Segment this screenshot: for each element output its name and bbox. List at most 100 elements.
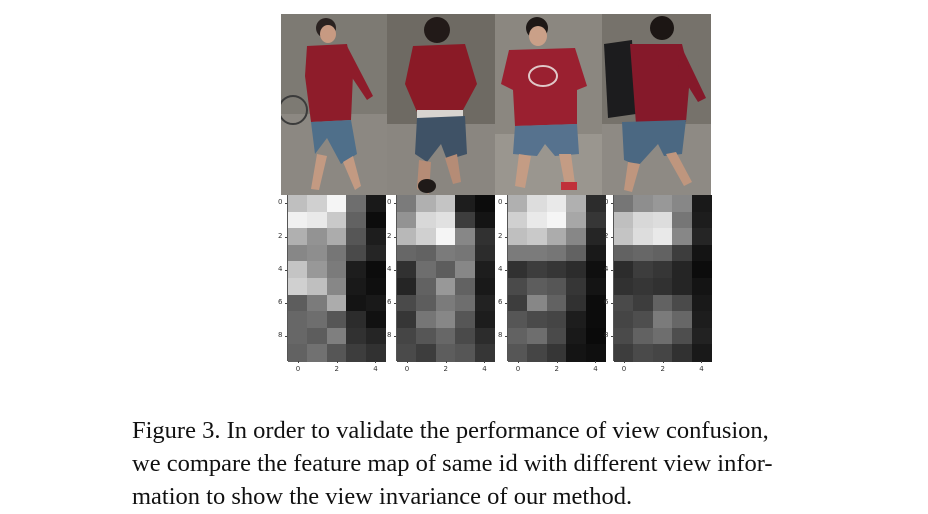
heatmap-cell (672, 261, 693, 279)
heatmap-cell (546, 327, 567, 345)
heatmap-cell (527, 278, 548, 296)
heatmap-cell (508, 311, 528, 329)
heatmap-cell (416, 211, 437, 229)
heatmap-cell (585, 195, 606, 213)
y-tick-mark (505, 203, 507, 205)
heatmap-cell (614, 327, 634, 345)
x-tick-label: 4 (699, 365, 704, 373)
heatmap-cell (672, 294, 693, 312)
heatmap-cell (346, 311, 367, 329)
feature-map-4 (614, 195, 712, 362)
x-tick-mark (701, 361, 703, 363)
y-tick-label: 4 (278, 264, 283, 273)
heatmap-cell (397, 278, 417, 296)
feature-map-3 (508, 195, 606, 362)
heatmap-cell (397, 228, 417, 246)
heatmap-cell (691, 244, 712, 262)
heatmap-cell (527, 311, 548, 329)
heatmap-cell (585, 244, 606, 262)
x-tick-mark (595, 361, 597, 363)
heatmap-cell (614, 344, 634, 362)
heatmap-cell (288, 195, 308, 213)
heatmap-cell (365, 228, 386, 246)
heatmap-cell (435, 327, 456, 345)
heatmap-cell (508, 278, 528, 296)
heatmap-cell (566, 311, 587, 329)
heatmap-cell (614, 195, 634, 213)
y-tick-mark (285, 236, 287, 238)
heatmap-cell (435, 195, 456, 213)
y-tick-mark (285, 269, 287, 271)
heatmap-cell (365, 278, 386, 296)
y-tick-label: 0 (604, 198, 609, 207)
y-tick-label: 6 (498, 297, 503, 306)
heatmap-cell (652, 278, 673, 296)
y-tick-label: 8 (278, 331, 283, 340)
heatmap-cell (633, 244, 654, 262)
heatmap-cell (585, 311, 606, 329)
y-tick-mark (394, 269, 396, 271)
heatmap-cell (307, 261, 328, 279)
caption-line-3: mation to show the view invariance of ou… (132, 483, 633, 510)
heatmap-cell (288, 278, 308, 296)
heatmap-cell (435, 278, 456, 296)
x-tick-label: 0 (515, 365, 521, 373)
heatmap-cell (691, 211, 712, 229)
y-tick-label: 8 (604, 331, 609, 340)
x-tick-label: 0 (404, 365, 410, 373)
heatmap-cell (397, 344, 417, 362)
heatmap-cell (614, 261, 634, 279)
heatmap-cell (566, 278, 587, 296)
heatmap-cell (435, 211, 456, 229)
y-tick-mark (394, 302, 396, 304)
heatmap-cell (326, 211, 347, 229)
x-tick-mark (517, 361, 519, 363)
heatmap-cell (614, 228, 634, 246)
caption-line-2: we compare the feature map of same id wi… (132, 450, 773, 477)
heatmap-cell (307, 195, 328, 213)
y-tick-label: 6 (278, 297, 283, 306)
heatmap-cell (585, 278, 606, 296)
heatmap-cell (527, 195, 548, 213)
heatmap-cell (455, 278, 476, 296)
heatmap-cell (346, 261, 367, 279)
heatmap-cell (672, 327, 693, 345)
y-tick-label: 6 (387, 297, 392, 306)
y-tick-mark (394, 336, 396, 338)
heatmap-cell (585, 228, 606, 246)
heatmap-cell (474, 211, 495, 229)
heatmap-cell (546, 311, 567, 329)
heatmap-cell (326, 244, 347, 262)
y-tick-mark (611, 269, 613, 271)
heatmap-cell (672, 244, 693, 262)
figure-caption: Figure 3. In order to validate the perfo… (132, 414, 872, 513)
heatmap-cell (288, 211, 308, 229)
heatmap-cell (652, 244, 673, 262)
heatmap-cell (652, 195, 673, 213)
heatmap-cell (633, 261, 654, 279)
x-tick-mark (623, 361, 625, 363)
heatmap-cell (546, 228, 567, 246)
y-tick-label: 2 (498, 231, 503, 240)
y-tick-label: 8 (387, 331, 392, 340)
x-tick-label: 2 (554, 365, 559, 373)
heatmap-cell (652, 344, 673, 362)
x-tick-mark (556, 361, 558, 363)
heatmap-cell (397, 244, 417, 262)
heatmap-cell (288, 294, 308, 312)
heatmap-cell (614, 311, 634, 329)
x-tick-mark (406, 361, 408, 363)
heatmap-cell (672, 344, 693, 362)
x-tick-mark (336, 361, 338, 363)
x-tick-label: 2 (334, 365, 339, 373)
heatmap-cell (691, 327, 712, 345)
y-tick-mark (505, 302, 507, 304)
heatmap-cell (474, 278, 495, 296)
heatmap-cell (288, 228, 308, 246)
heatmap-cell (346, 344, 367, 362)
heatmap-cell (455, 211, 476, 229)
heatmap-cell (435, 261, 456, 279)
figure: 0 2 4 6 8 0 2 4 0 2 4 6 8 0 2 4 0 2 4 6 8 0 2 4 0 2 4 6 8 0 2 4 (278, 14, 712, 373)
y-tick-label: 0 (387, 198, 392, 207)
heatmap-cell (585, 327, 606, 345)
